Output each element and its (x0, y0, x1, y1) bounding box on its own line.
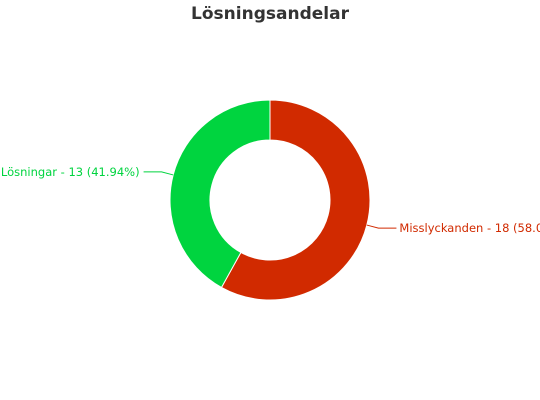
slice-label-1: Lösningar - 13 (41.94%) (1, 165, 140, 179)
label-connector-0 (366, 224, 397, 229)
slice-labels: Misslyckanden - 18 (58.0 Lösningar - 13 (… (1, 165, 540, 235)
slice-label-0: Misslyckanden - 18 (58.0 (399, 221, 540, 235)
chart-title: Lösningsandelar (191, 4, 350, 24)
label-connector-1 (143, 171, 174, 176)
donut-slices (169, 99, 371, 301)
donut-slice-1[interactable] (169, 99, 271, 289)
donut-slice-0[interactable] (220, 99, 371, 301)
